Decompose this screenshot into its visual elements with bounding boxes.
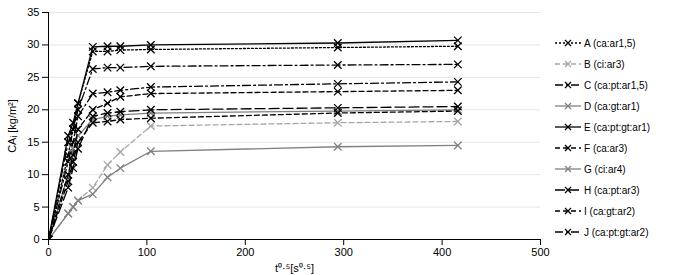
html-text:A (ca:ar1,5): A (ca:ar1,5): [584, 37, 636, 49]
html-text:F (ca:ar3): F (ca:ar3): [584, 142, 628, 154]
html-text:G (ci:ar4): G (ci:ar4): [584, 163, 626, 175]
svg-text:35: 35: [27, 6, 39, 18]
html-text:I (ca:gt:ar2): I (ca:gt:ar2): [584, 205, 636, 217]
svg-text:20: 20: [27, 103, 39, 115]
svg-text:0: 0: [33, 233, 39, 245]
svg-text:CAᵢ [kg/m²]: CAᵢ [kg/m²]: [6, 99, 18, 153]
svg-text:300: 300: [335, 246, 353, 258]
html-text:E (ca:pt:gt:ar1): E (ca:pt:gt:ar1): [584, 121, 651, 133]
svg-text:500: 500: [531, 246, 549, 258]
svg-text:25: 25: [27, 71, 39, 83]
svg-text:30: 30: [27, 38, 39, 50]
svg-text:0: 0: [45, 246, 51, 258]
svg-text:t⁰·⁵[s⁰·⁵]: t⁰·⁵[s⁰·⁵]: [275, 262, 314, 274]
svg-text:15: 15: [27, 136, 39, 148]
html-text:H (ca:pt:ar3): H (ca:pt:ar3): [584, 184, 640, 196]
svg-text:400: 400: [433, 246, 451, 258]
svg-text:10: 10: [27, 168, 39, 180]
svg-text:200: 200: [236, 246, 254, 258]
html-text:D (ca:gt:ar1): D (ca:gt:ar1): [584, 100, 640, 112]
svg-text:100: 100: [138, 246, 156, 258]
html-text:B (ci:ar3): B (ci:ar3): [584, 58, 625, 70]
html-text:C (ca:pt:ar1,5): C (ca:pt:ar1,5): [584, 79, 648, 91]
svg-text:5: 5: [33, 201, 39, 213]
html-text:J (ca:pt:gt:ar2): J (ca:pt:gt:ar2): [584, 226, 649, 238]
